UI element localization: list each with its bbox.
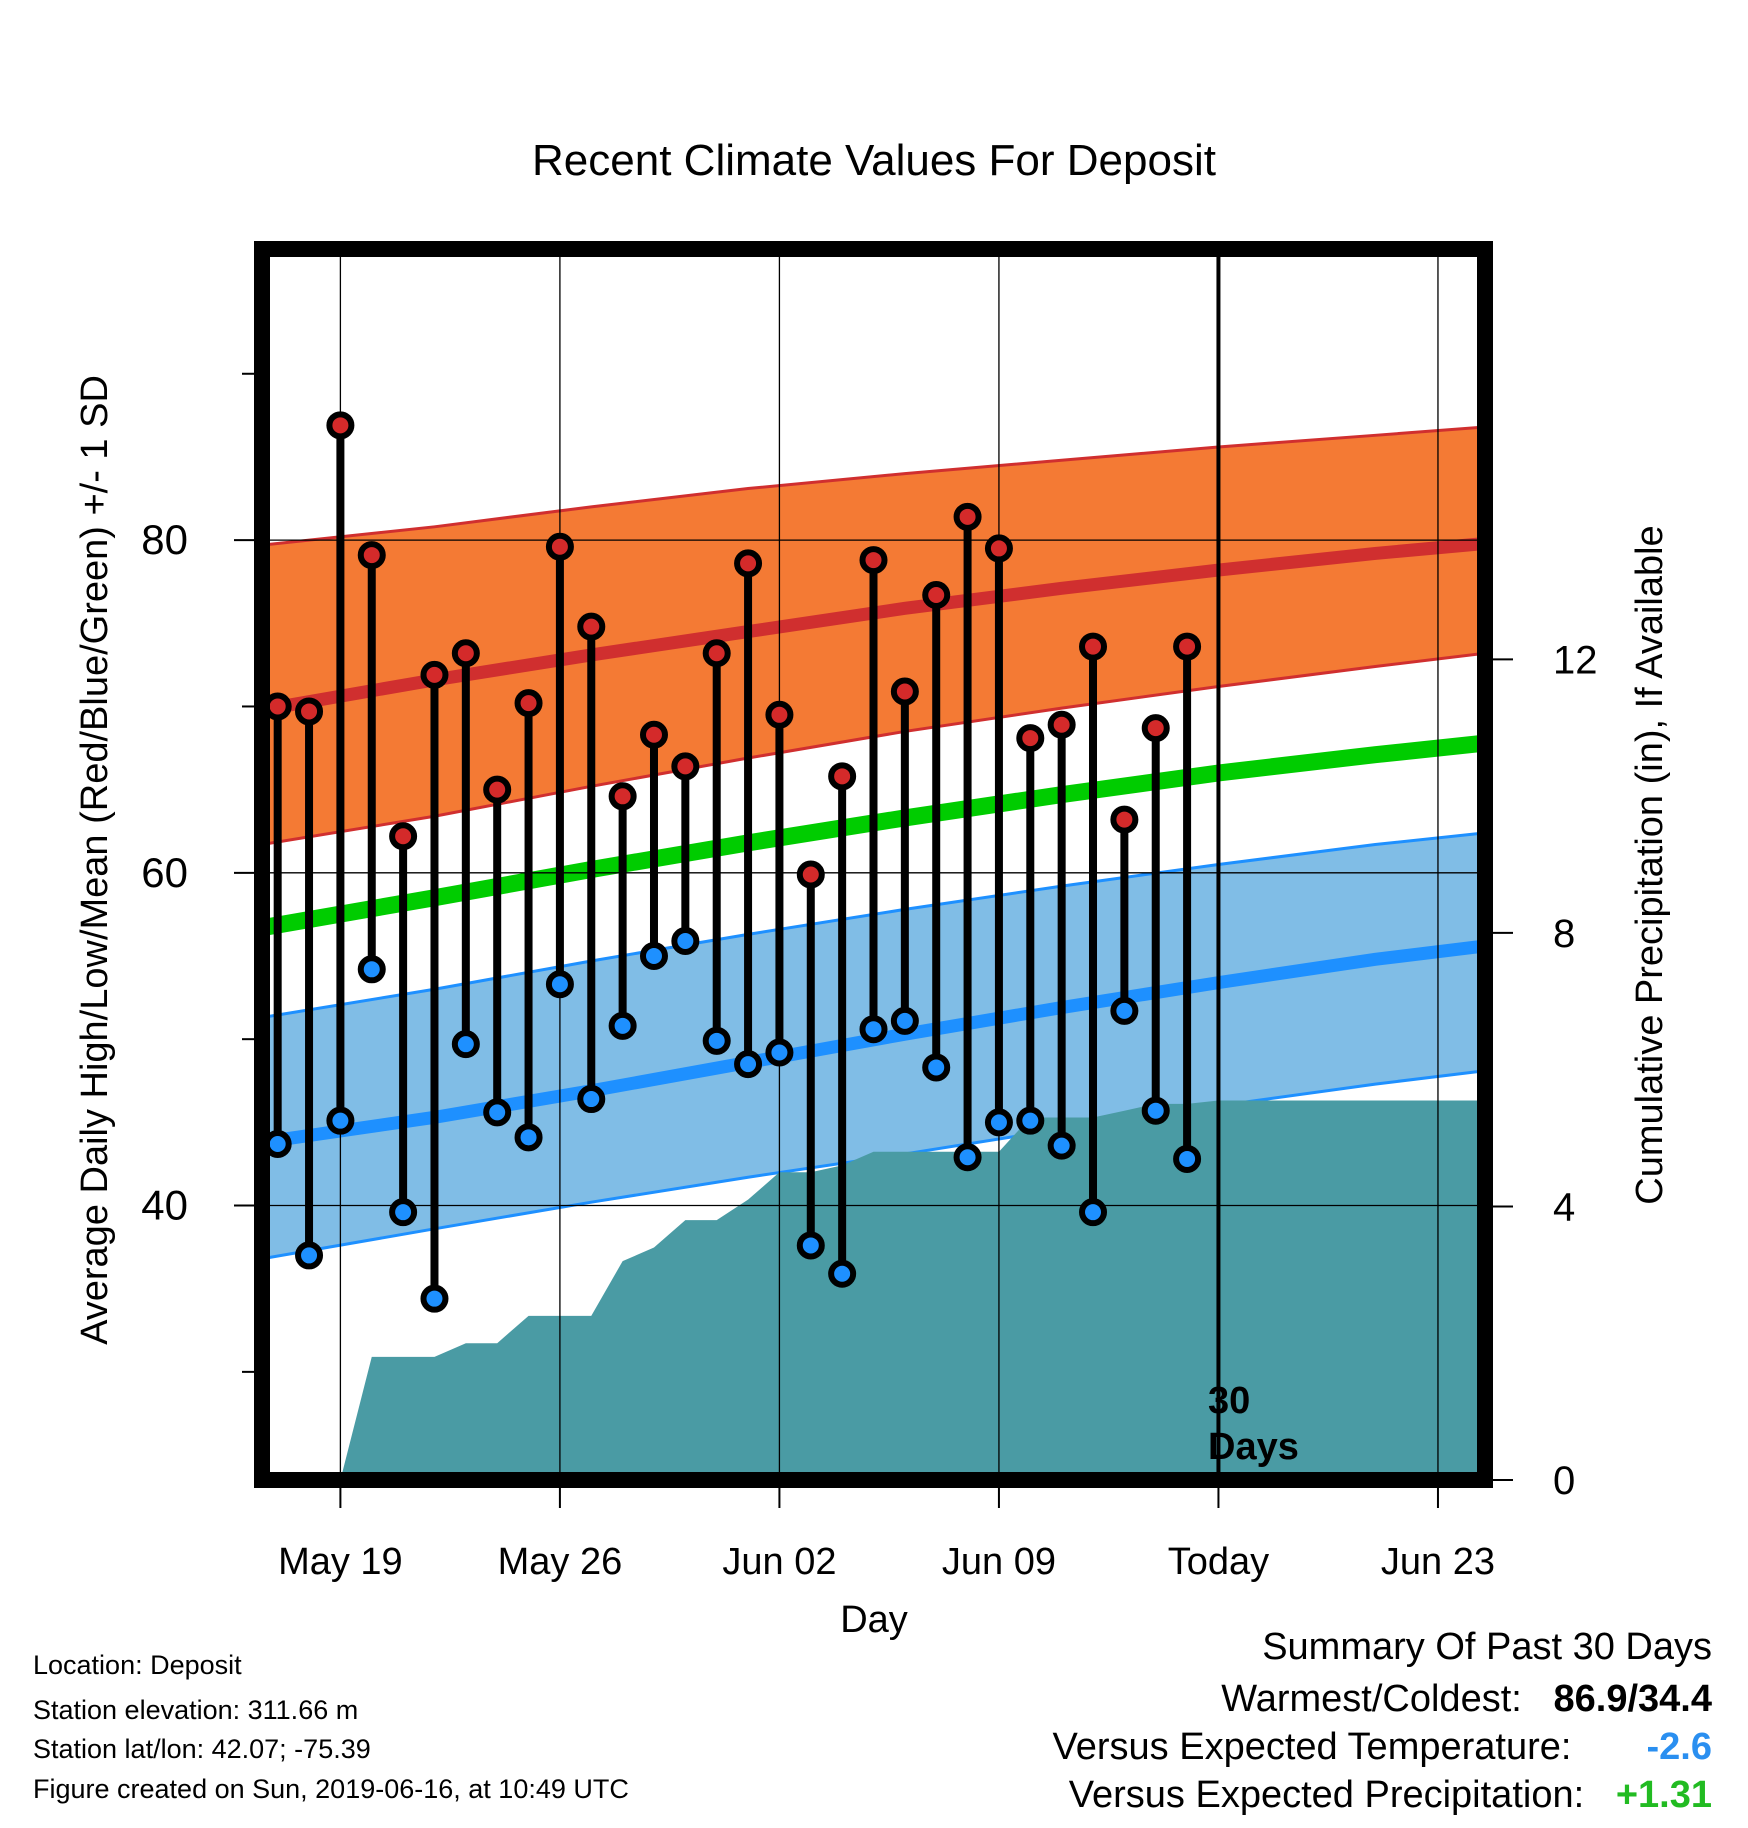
normal-high-line xyxy=(262,536,1485,717)
daily-low-point xyxy=(922,1053,951,1082)
daily-low-point xyxy=(765,1038,794,1067)
daily-low-point xyxy=(1110,996,1139,1025)
daily-low-point xyxy=(608,1011,637,1040)
daily-low-point xyxy=(577,1085,606,1114)
daily-high-point xyxy=(514,689,543,718)
daily-low-point xyxy=(1141,1096,1170,1125)
y-tick-label: 40 xyxy=(141,1182,188,1229)
daily-low-point xyxy=(389,1198,418,1227)
daily-low-point xyxy=(545,970,574,999)
daily-low-point xyxy=(984,1108,1013,1137)
warmest-value: 86.9/34.4 xyxy=(1553,1678,1712,1720)
x-tick-label: Jun 23 xyxy=(1381,1541,1495,1583)
daily-high-point xyxy=(483,775,512,804)
daily-high-point xyxy=(734,549,763,578)
daily-high-point xyxy=(295,697,324,726)
x-tick-label: Jun 02 xyxy=(722,1541,836,1583)
daily-high-point xyxy=(608,782,637,811)
daily-low-point xyxy=(890,1006,919,1035)
chart-title: Recent Climate Values For Deposit xyxy=(532,136,1216,185)
daily-high-point xyxy=(796,860,825,889)
plot-frame xyxy=(254,241,1493,1488)
location-text: Location: Deposit xyxy=(33,1650,242,1680)
daily-high-point xyxy=(1141,714,1170,743)
daily-high-point xyxy=(984,534,1013,563)
y2-axis-label: Cumulative Precipitation (in), If Availa… xyxy=(1629,525,1671,1204)
x-axis-label: Day xyxy=(840,1599,908,1641)
summary-warmest: Warmest/Coldest: 86.9/34.4 xyxy=(1221,1680,1712,1718)
daily-low-point xyxy=(451,1030,480,1059)
daily-low-point xyxy=(671,927,700,956)
x-tick-label: Jun 09 xyxy=(942,1541,1056,1583)
daily-low-point xyxy=(357,955,386,984)
plot-area xyxy=(262,249,1485,1480)
daily-high-point xyxy=(953,502,982,531)
x-tick-label: May 26 xyxy=(498,1541,623,1583)
created-text: Figure created on Sun, 2019-06-16, at 10… xyxy=(33,1774,629,1804)
summary-temperature: Versus Expected Temperature: -2.6 xyxy=(1053,1728,1712,1766)
y2-tick-label: 0 xyxy=(1553,1459,1575,1503)
daily-high-point xyxy=(1079,632,1108,661)
daily-high-point xyxy=(639,720,668,749)
daily-low-point xyxy=(326,1106,355,1135)
daily-low-point xyxy=(796,1231,825,1260)
high-sd-band-upper-edge xyxy=(262,425,1485,547)
daily-low-point xyxy=(859,1015,888,1044)
daily-high-point xyxy=(859,546,888,575)
y2-tick-label: 8 xyxy=(1553,912,1575,956)
daily-high-point xyxy=(1173,632,1202,661)
daily-low-point xyxy=(702,1026,731,1055)
warmest-label: Warmest/Coldest: xyxy=(1221,1678,1522,1720)
summary-precipitation: Versus Expected Precipitation: +1.31 xyxy=(1069,1776,1712,1814)
y-tick-label: 80 xyxy=(141,516,188,563)
daily-low-point xyxy=(1079,1198,1108,1227)
elevation-text: Station elevation: 311.66 m xyxy=(33,1695,359,1725)
daily-low-point xyxy=(1173,1144,1202,1173)
today-days-number: 30 xyxy=(1208,1380,1250,1422)
x-tick-label: May 19 xyxy=(278,1541,403,1583)
daily-high-point xyxy=(702,639,731,668)
daily-high-point xyxy=(1110,805,1139,834)
latlon-text: Station lat/lon: 42.07; -75.39 xyxy=(33,1734,371,1764)
temp-label: Versus Expected Temperature: xyxy=(1052,1726,1572,1768)
daily-high-point xyxy=(890,677,919,706)
y-tick-label: 60 xyxy=(141,849,188,896)
daily-high-point xyxy=(671,752,700,781)
today-days-label: Days xyxy=(1208,1426,1299,1468)
daily-high-point xyxy=(545,532,574,561)
daily-low-point xyxy=(420,1284,449,1313)
daily-low-point xyxy=(483,1098,512,1127)
daily-high-point xyxy=(389,822,418,851)
daily-high-point xyxy=(765,700,794,729)
summary-title: Summary Of Past 30 Days xyxy=(1262,1626,1712,1668)
y2-tick-label: 4 xyxy=(1553,1185,1575,1229)
daily-high-point xyxy=(420,660,449,689)
daily-low-point xyxy=(953,1143,982,1172)
daily-high-point xyxy=(1016,724,1045,753)
temp-value: -2.6 xyxy=(1646,1726,1712,1768)
precipitation-area xyxy=(340,1100,1485,1480)
daily-high-point xyxy=(922,581,951,610)
daily-high-point xyxy=(326,411,355,440)
daily-low-point xyxy=(828,1259,857,1288)
x-tick-label: Today xyxy=(1168,1541,1269,1583)
daily-low-point xyxy=(639,941,668,970)
daily-high-point xyxy=(828,762,857,791)
daily-low-point xyxy=(1047,1131,1076,1160)
daily-low-point xyxy=(295,1241,324,1270)
daily-high-point xyxy=(451,639,480,668)
daily-low-point xyxy=(1016,1106,1045,1135)
daily-high-point xyxy=(357,541,386,570)
y-axis-label: Average Daily High/Low/Mean (Red/Blue/Gr… xyxy=(74,375,116,1345)
daily-low-point xyxy=(514,1123,543,1152)
precip-value: +1.31 xyxy=(1615,1774,1712,1816)
daily-low-point xyxy=(734,1050,763,1079)
axes: May 19 May 26 Jun 02 Jun 09 Today Jun 2340608… xyxy=(141,372,1598,1583)
daily-high-point xyxy=(1047,710,1076,739)
precip-label: Versus Expected Precipitation: xyxy=(1068,1774,1585,1816)
daily-high-point xyxy=(577,612,606,641)
y2-tick-label: 12 xyxy=(1553,638,1598,682)
plot-content xyxy=(262,249,1485,1480)
